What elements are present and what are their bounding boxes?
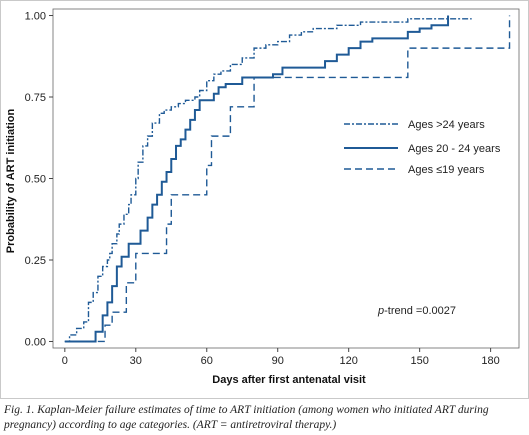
p-trend-text: -trend =0.0027 <box>384 305 456 317</box>
x-tick-label: 120 <box>340 355 358 367</box>
y-tick-label: 0.75 <box>25 92 46 104</box>
x-tick-label: 60 <box>201 355 213 367</box>
plot-area <box>52 8 520 349</box>
p-trend-annotation: p-trend =0.0027 <box>377 305 456 317</box>
legend-label-3: Ages ≤19 years <box>408 164 485 176</box>
x-tick-label: 90 <box>272 355 284 367</box>
chart-axes: 0.00 0.25 0.50 0.75 1.00 0 30 60 90 120 150 180 <box>25 8 520 367</box>
chart-series <box>64 15 511 343</box>
x-axis-title: Days after first antenatal visit <box>212 374 366 386</box>
y-tick-label: 0.50 <box>25 174 46 186</box>
x-tick-label: 0 <box>62 355 68 367</box>
y-tick-label: 0.25 <box>25 255 46 267</box>
x-tick-label: 180 <box>481 355 499 367</box>
x-tick-label: 150 <box>410 355 428 367</box>
legend-label-2: Ages 20 - 24 years <box>408 143 501 155</box>
figure-caption: Fig. 1. Kaplan-Meier failure estimates o… <box>4 404 489 431</box>
figure-frame: 0.00 0.25 0.50 0.75 1.00 0 30 60 90 120 150 180 Age… <box>0 0 529 399</box>
p-trend-prefix: p <box>377 305 384 317</box>
chart-legend: Ages >24 years Ages 20 - 24 years Ages ≤19… <box>344 119 501 176</box>
series-line-3 <box>64 15 511 343</box>
x-tick-label: 30 <box>130 355 142 367</box>
series-line-2 <box>64 15 450 343</box>
y-tick-label: 0.00 <box>25 336 46 348</box>
y-axis-title: Probability of ART initiation <box>5 109 17 254</box>
series-line-1 <box>64 18 472 343</box>
y-tick-label: 1.00 <box>25 11 46 23</box>
km-chart: 0.00 0.25 0.50 0.75 1.00 0 30 60 90 120 150 180 Age… <box>5 8 520 386</box>
legend-label-1: Ages >24 years <box>408 119 485 131</box>
